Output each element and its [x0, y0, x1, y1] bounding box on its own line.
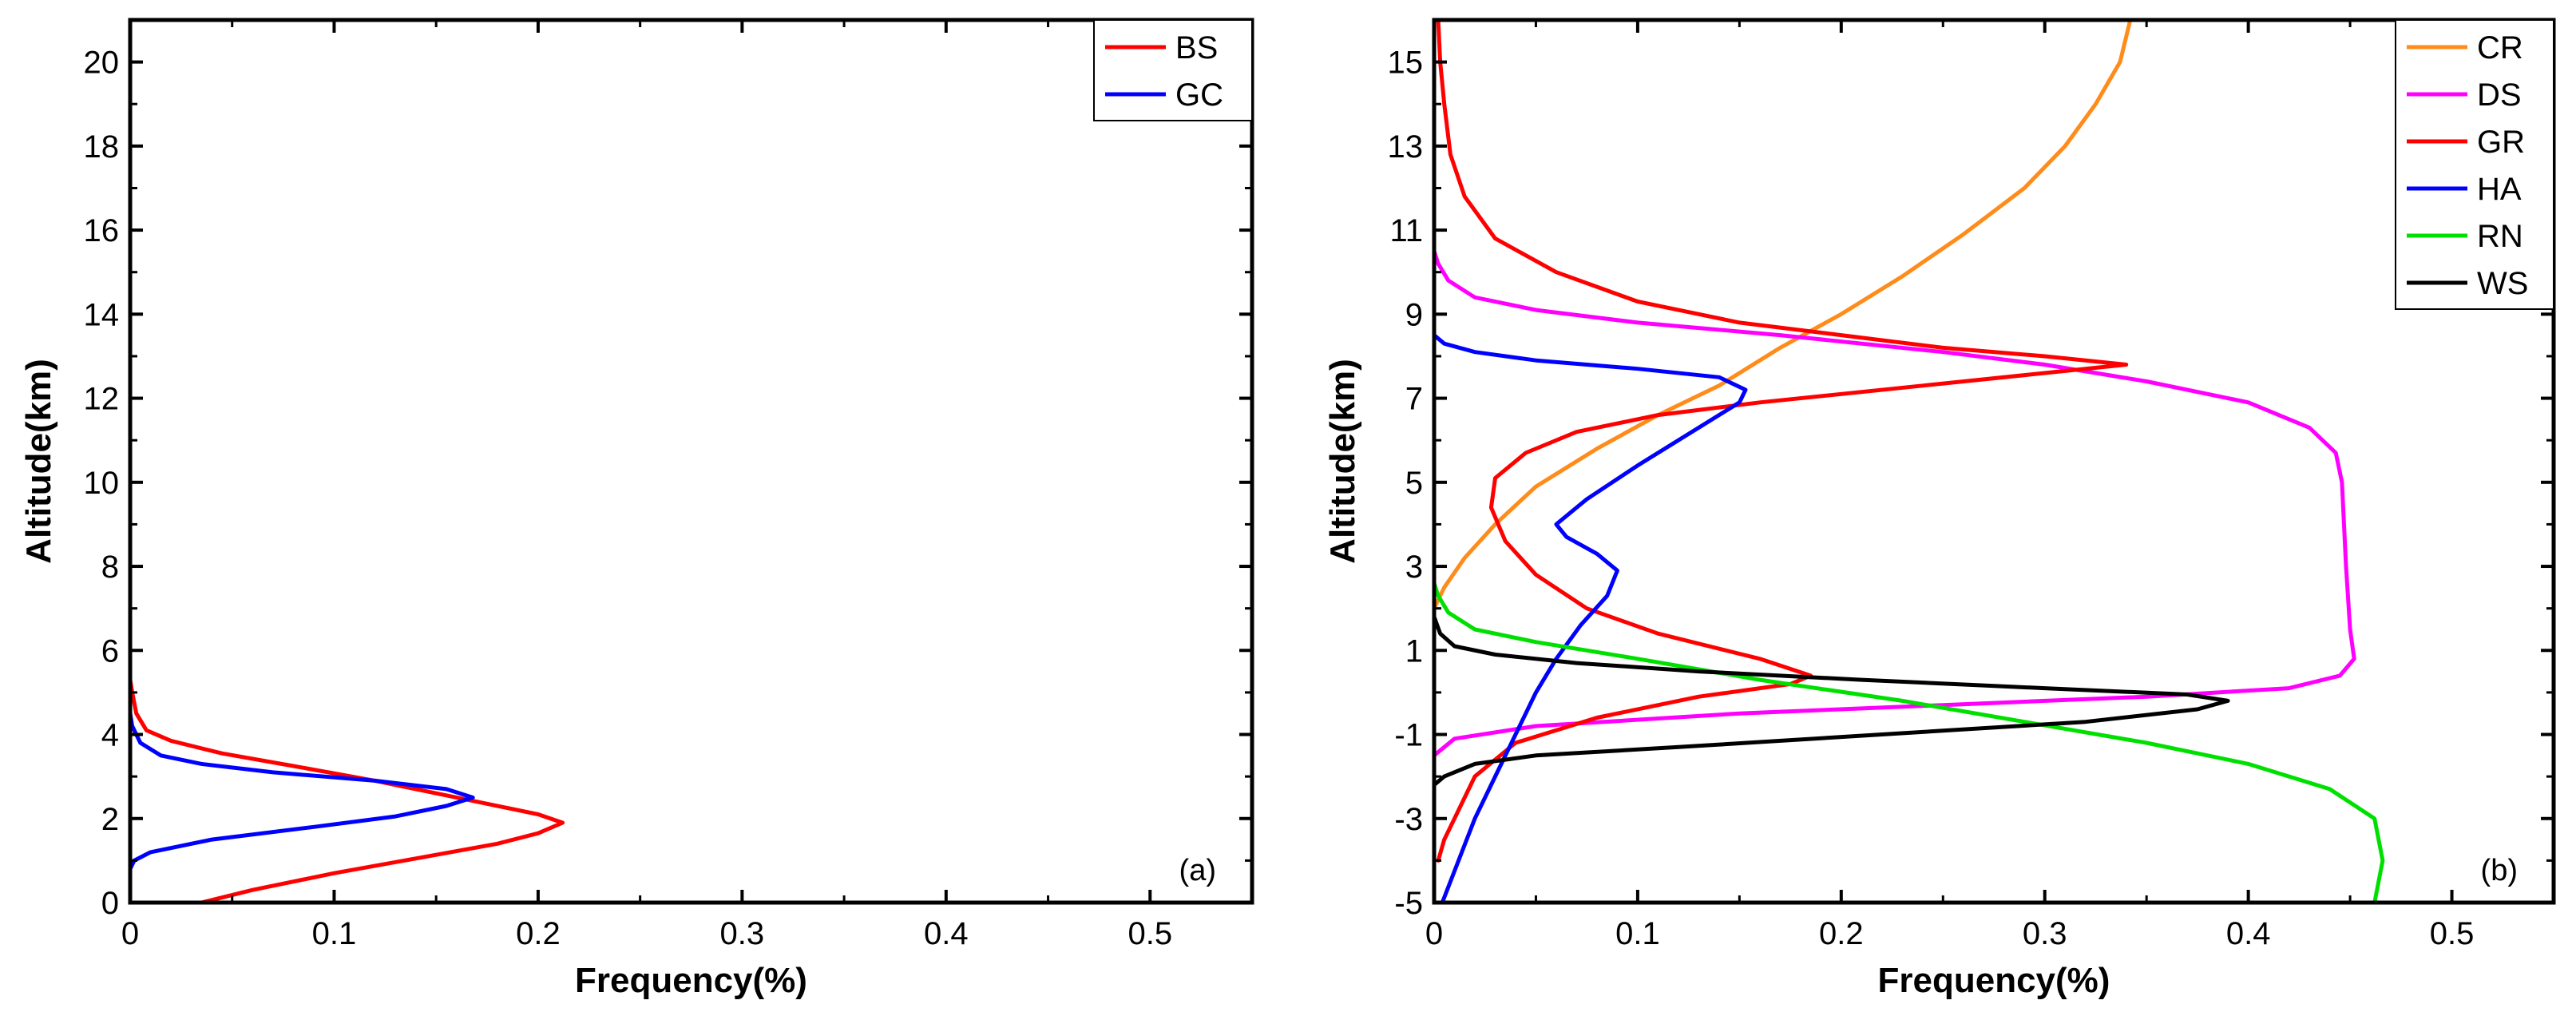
panel-b-y-tick-label: 15 — [1388, 46, 1424, 81]
panel-b-x-axis-label: Frequency(%) — [1878, 961, 2110, 1000]
panel-b-series-ws — [1434, 614, 2230, 788]
panel-b-y-tick-label: 1 — [1405, 633, 1423, 669]
panel-b-y-tick-label: 3 — [1405, 550, 1423, 585]
panel-a-x-tick-label: 0.2 — [516, 916, 561, 951]
panel-b-series-ds — [1434, 248, 2356, 758]
panel-a-x-tick-label: 0.3 — [720, 916, 765, 951]
panel-a-y-tick-label: 14 — [84, 297, 120, 332]
panel-a-x-tick-label: 0.5 — [1127, 916, 1172, 951]
panel-a-legend-box — [1093, 19, 1253, 121]
panel-b-y-tick-label: 11 — [1389, 213, 1423, 248]
panel-a: 0 0.1 0.2 0.3 0.4 0.5 0 2 4 6 8 10 12 14 16 18 20 Frequen… — [19, 18, 1254, 1000]
panel-a-series-group — [130, 677, 565, 903]
panel-a-y-tick-label: 6 — [101, 633, 119, 669]
panel-a-x-tick-label: 0.4 — [924, 916, 969, 951]
panel-b-x-tick-label: 0.1 — [1615, 916, 1660, 951]
panel-b-legend-label-ha: HA — [2477, 172, 2522, 207]
panel-b-series-rn — [1434, 581, 2385, 903]
panel-a-legend: BS GC — [1093, 19, 1253, 121]
panel-a-y-tick-label: 0 — [101, 886, 119, 921]
panel-b-series-cr — [1434, 20, 2133, 611]
panel-b-axes-frame — [1432, 18, 2556, 905]
panel-a-y-tick-label: 16 — [84, 213, 120, 248]
panel-a-axes-frame — [128, 18, 1254, 905]
panel-a-y-tick-label: 18 — [84, 129, 120, 165]
panel-a-y-tick-label: 2 — [101, 802, 119, 837]
panel-b-x-tick-label: 0.4 — [2226, 916, 2271, 951]
panel-b-series-ha — [1434, 333, 1748, 903]
panel-b-y-tick-label: -1 — [1394, 718, 1423, 753]
panel-a-legend-label-gc: GC — [1175, 77, 1223, 113]
panel-b-legend: CR DS GR HA RN WS — [2395, 19, 2554, 310]
panel-a-y-tick-label: 8 — [101, 550, 119, 585]
panel-b-y-tick-label: 7 — [1405, 382, 1423, 417]
panel-b-x-tick-label: 0.5 — [2430, 916, 2475, 951]
panel-a-series-bs — [130, 677, 565, 903]
panel-b-y-tick-label: 5 — [1405, 466, 1423, 501]
panel-b-legend-label-gr: GR — [2477, 125, 2525, 160]
panel-a-y-tick-label: 4 — [101, 718, 119, 753]
panel-a-panel-label: (a) — [1179, 854, 1216, 887]
panel-b-y-tick-label: 9 — [1405, 297, 1423, 332]
panel-a-x-axis-label: Frequency(%) — [575, 961, 807, 1000]
panel-b-y-axis-label: Altitude(km) — [1323, 359, 1362, 564]
panel-b-series-group — [1434, 20, 2385, 903]
panel-a-y-axis-label: Altitude(km) — [19, 359, 58, 564]
panel-a-x-tick-label: 0.1 — [312, 916, 357, 951]
panel-b-legend-label-cr: CR — [2477, 30, 2523, 65]
panel-b-x-tick-label: 0 — [1425, 916, 1443, 951]
panel-a-y-tick-label: 20 — [84, 46, 120, 81]
panel-b-y-tick-label: -5 — [1394, 886, 1423, 921]
panel-a-legend-label-bs: BS — [1175, 30, 1218, 65]
panel-b-legend-label-ws: WS — [2477, 266, 2528, 301]
panel-b-x-tick-label: 0.2 — [1819, 916, 1864, 951]
panel-b-legend-box — [2395, 19, 2554, 310]
panel-b-legend-label-ds: DS — [2477, 77, 2522, 113]
panel-b: 0 0.1 0.2 0.3 0.4 0.5-5-3-113579111315Frequen… — [1323, 18, 2556, 1000]
panel-b-panel-label: (b) — [2481, 854, 2518, 887]
panel-b-series-gr — [1436, 20, 2129, 863]
panel-a-y-tick-label: 12 — [84, 382, 120, 417]
panel-b-y-tick-label: 13 — [1388, 129, 1424, 165]
panel-a-series-gc — [130, 711, 475, 871]
panel-a-x-tick-label: 0 — [121, 916, 139, 951]
panel-a-y-tick-label: 10 — [84, 466, 120, 501]
panel-b-legend-label-rn: RN — [2477, 219, 2523, 254]
panel-b-x-tick-label: 0.3 — [2023, 916, 2067, 951]
panel-b-y-tick-label: -3 — [1394, 802, 1423, 837]
